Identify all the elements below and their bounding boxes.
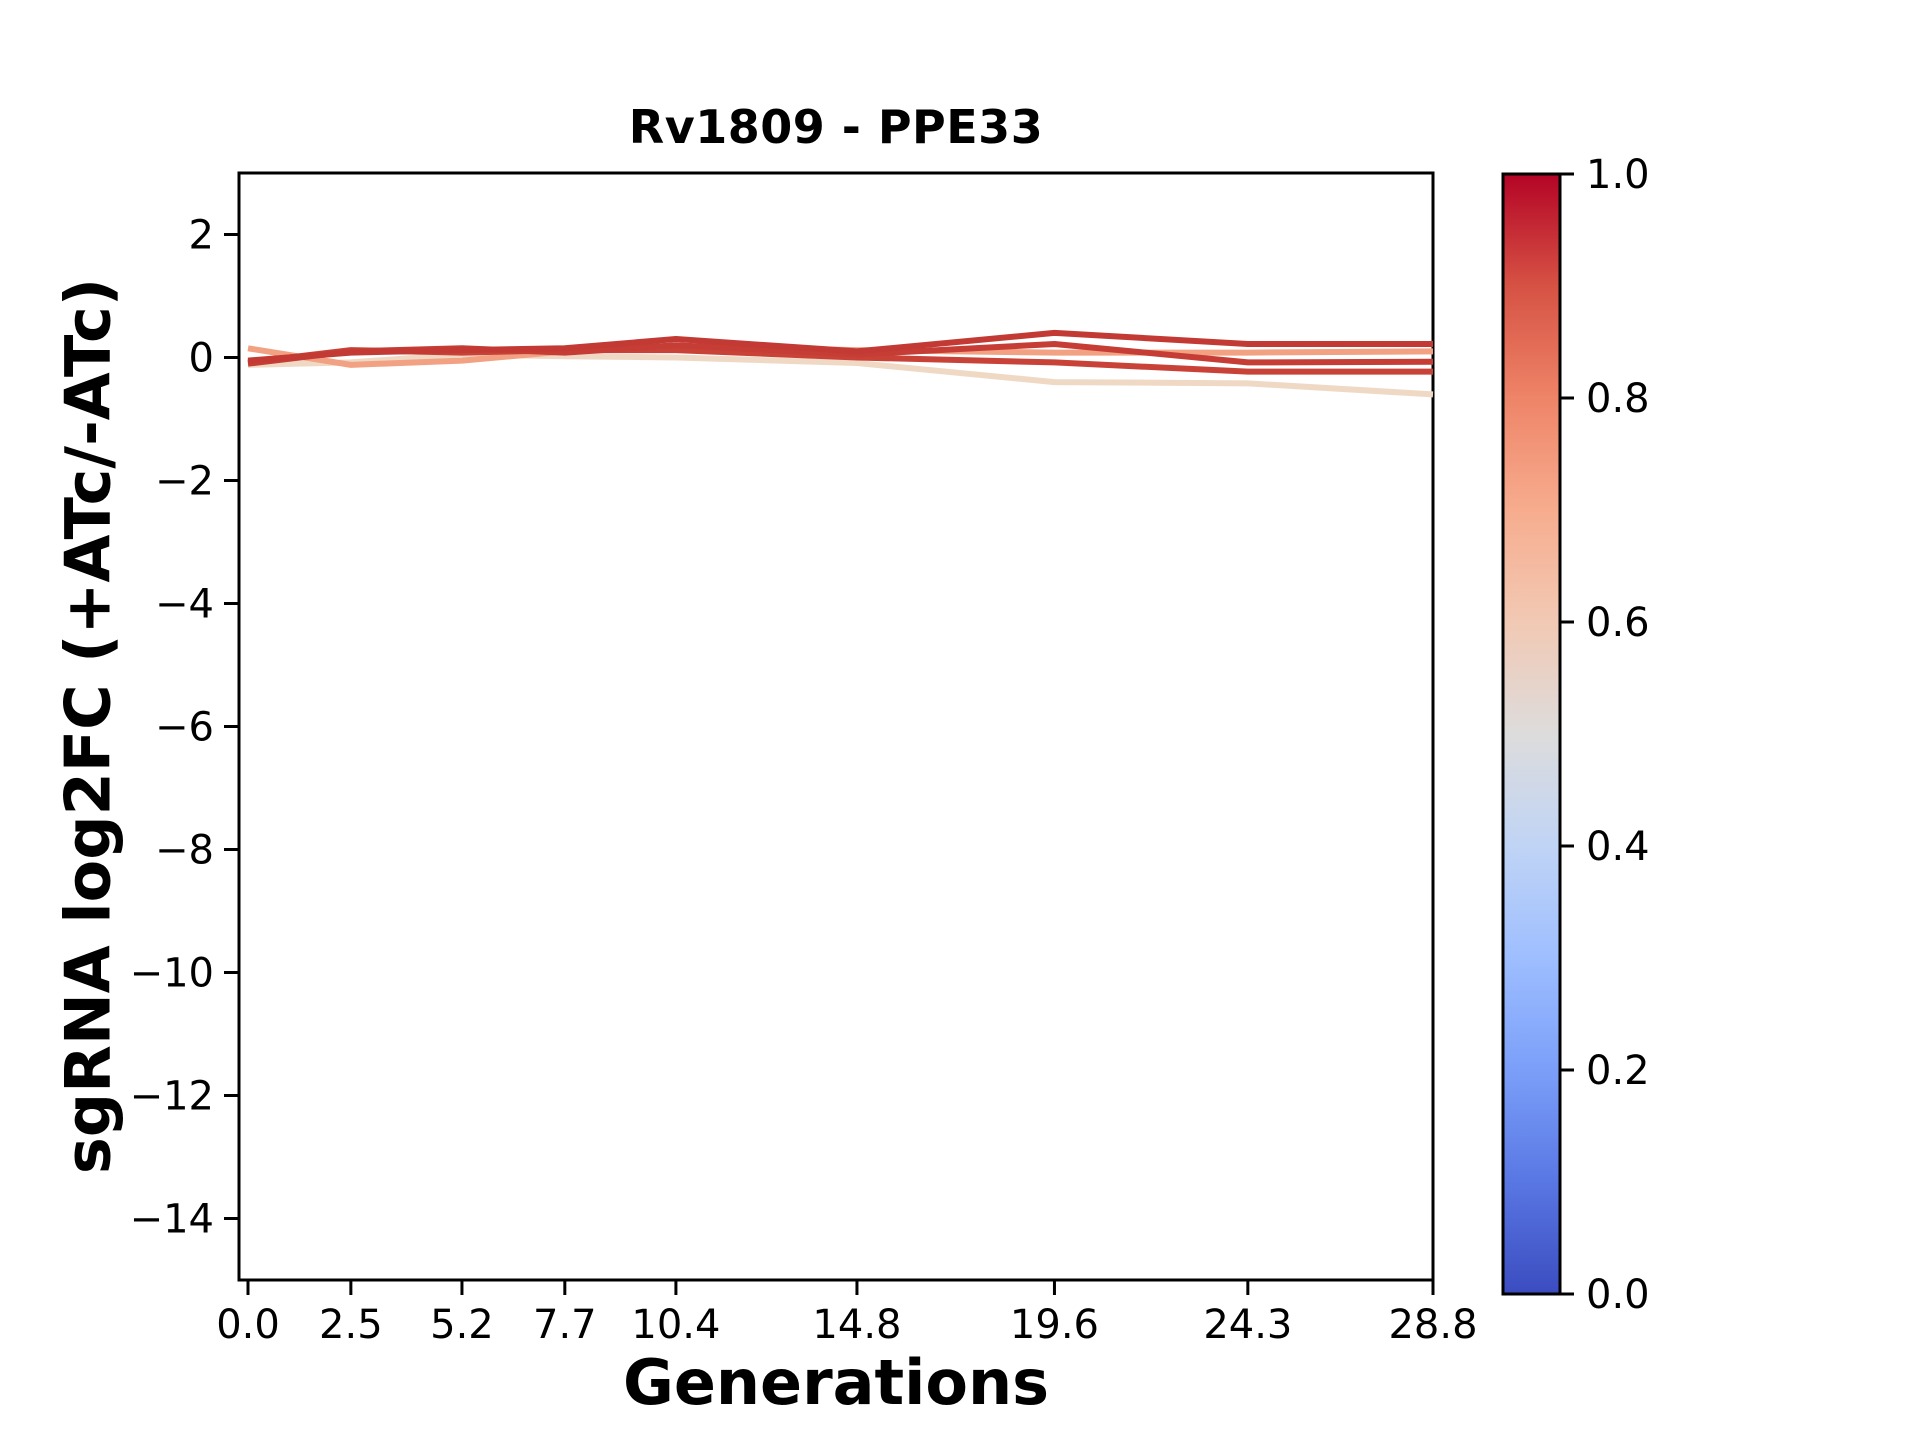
series-lines (247, 329, 1434, 398)
y-tick-label: −14 (130, 1197, 214, 1243)
axes: 0.0 2.5 5.2 7.7 10.4 14.8 19.6 24.3 28.8 2 0 −2 −4 −6… (130, 213, 1478, 1349)
y-tick-label: −10 (130, 951, 214, 997)
y-tick-label: −12 (130, 1074, 214, 1120)
colorbar-tick-label: 0.6 (1586, 600, 1650, 646)
plot-area (237, 171, 1435, 1282)
x-axis-label: Generations (622, 1346, 1050, 1419)
x-tick-label: 28.8 (1388, 1302, 1477, 1348)
y-tick-label: −2 (155, 459, 214, 505)
colorbar-tick-label: 0.2 (1586, 1048, 1650, 1094)
x-tick-label: 2.5 (319, 1302, 383, 1348)
x-tick-label: 24.3 (1203, 1302, 1292, 1348)
x-tick-label: 10.4 (631, 1302, 720, 1348)
series-line-sgrna-1 (247, 329, 1433, 364)
plot-border (237, 171, 1435, 1282)
series-line-sgrna-5 (247, 351, 1434, 398)
colorbar-tick-label: 0.4 (1586, 824, 1650, 870)
colorbar: 1.0 0.8 0.6 0.4 0.2 0.0 (1501, 152, 1650, 1318)
x-tick-label: 5.2 (430, 1302, 494, 1348)
y-tick-label: −6 (155, 705, 214, 751)
y-tick-label: 2 (189, 213, 214, 259)
x-tick-label: 7.7 (533, 1302, 597, 1348)
colorbar-tick-label: 0.8 (1586, 376, 1650, 422)
colorbar-border (1501, 172, 1562, 1296)
y-axis-label: sgRNA log2FC (+ATc/-ATc) (51, 277, 125, 1175)
x-tick-label: 0.0 (216, 1302, 280, 1348)
y-tick-label: −8 (155, 828, 214, 874)
colorbar-tick-label: 1.0 (1586, 152, 1650, 198)
y-tick-label: 0 (189, 336, 214, 382)
y-tick-label: −4 (155, 582, 214, 628)
x-tick-label: 14.8 (812, 1302, 901, 1348)
colorbar-tick-label: 0.0 (1586, 1272, 1650, 1318)
colorbar-gradient (1503, 174, 1560, 1294)
chart-title: Rv1809 - PPE33 (628, 100, 1044, 154)
x-tick-label: 19.6 (1010, 1302, 1099, 1348)
